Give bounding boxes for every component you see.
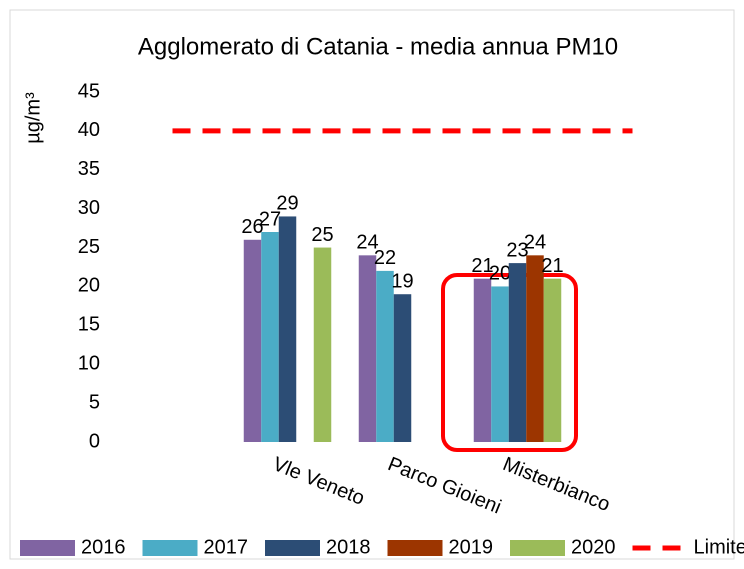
bar: [543, 278, 562, 442]
y-tick-label: 5: [89, 391, 100, 413]
data-label: 21: [541, 255, 563, 277]
bar: [526, 255, 544, 442]
y-tick-label: 25: [78, 236, 100, 258]
legend-swatch: [20, 540, 75, 556]
y-tick-label: 15: [78, 314, 100, 336]
y-axis-label: µg/m³: [22, 92, 44, 144]
legend-swatch: [265, 540, 320, 556]
y-tick-label: 40: [78, 119, 100, 141]
data-label: 25: [311, 224, 333, 246]
legend-label: 2018: [326, 536, 371, 558]
legend-swatch: [510, 540, 565, 556]
bar: [278, 216, 297, 442]
bar: [243, 239, 262, 442]
chart-title: Agglomerato di Catania - media annua PM1…: [138, 33, 618, 60]
bar: [376, 270, 394, 442]
bar: [261, 232, 279, 442]
y-tick-label: 10: [78, 353, 100, 375]
legend-label: Limite: [694, 536, 744, 558]
data-label: 24: [524, 232, 546, 254]
bar: [393, 294, 412, 442]
legend-label: 2017: [204, 536, 249, 558]
y-tick-label: 30: [78, 197, 100, 219]
data-label: 20: [489, 263, 511, 285]
bar: [491, 286, 509, 442]
data-label: 24: [356, 232, 378, 254]
legend-swatch: [387, 540, 443, 556]
y-tick-label: 0: [89, 430, 100, 452]
bar: [508, 263, 527, 442]
legend-label: 2020: [571, 536, 616, 558]
bar: [473, 278, 492, 442]
data-label: 19: [391, 271, 413, 293]
data-label: 27: [259, 208, 281, 230]
y-tick-label: 35: [78, 158, 100, 180]
data-label: 22: [374, 247, 396, 269]
y-tick-label: 45: [78, 80, 100, 102]
data-label: 29: [276, 193, 298, 215]
data-label: 21: [471, 255, 493, 277]
legend-swatch: [142, 540, 198, 556]
legend-label: 2016: [81, 536, 126, 558]
bar: [358, 255, 377, 442]
data-label: 23: [506, 239, 528, 261]
y-tick-label: 20: [78, 275, 100, 297]
bar: [313, 247, 332, 442]
data-label: 26: [241, 216, 263, 238]
legend-label: 2019: [449, 536, 494, 558]
